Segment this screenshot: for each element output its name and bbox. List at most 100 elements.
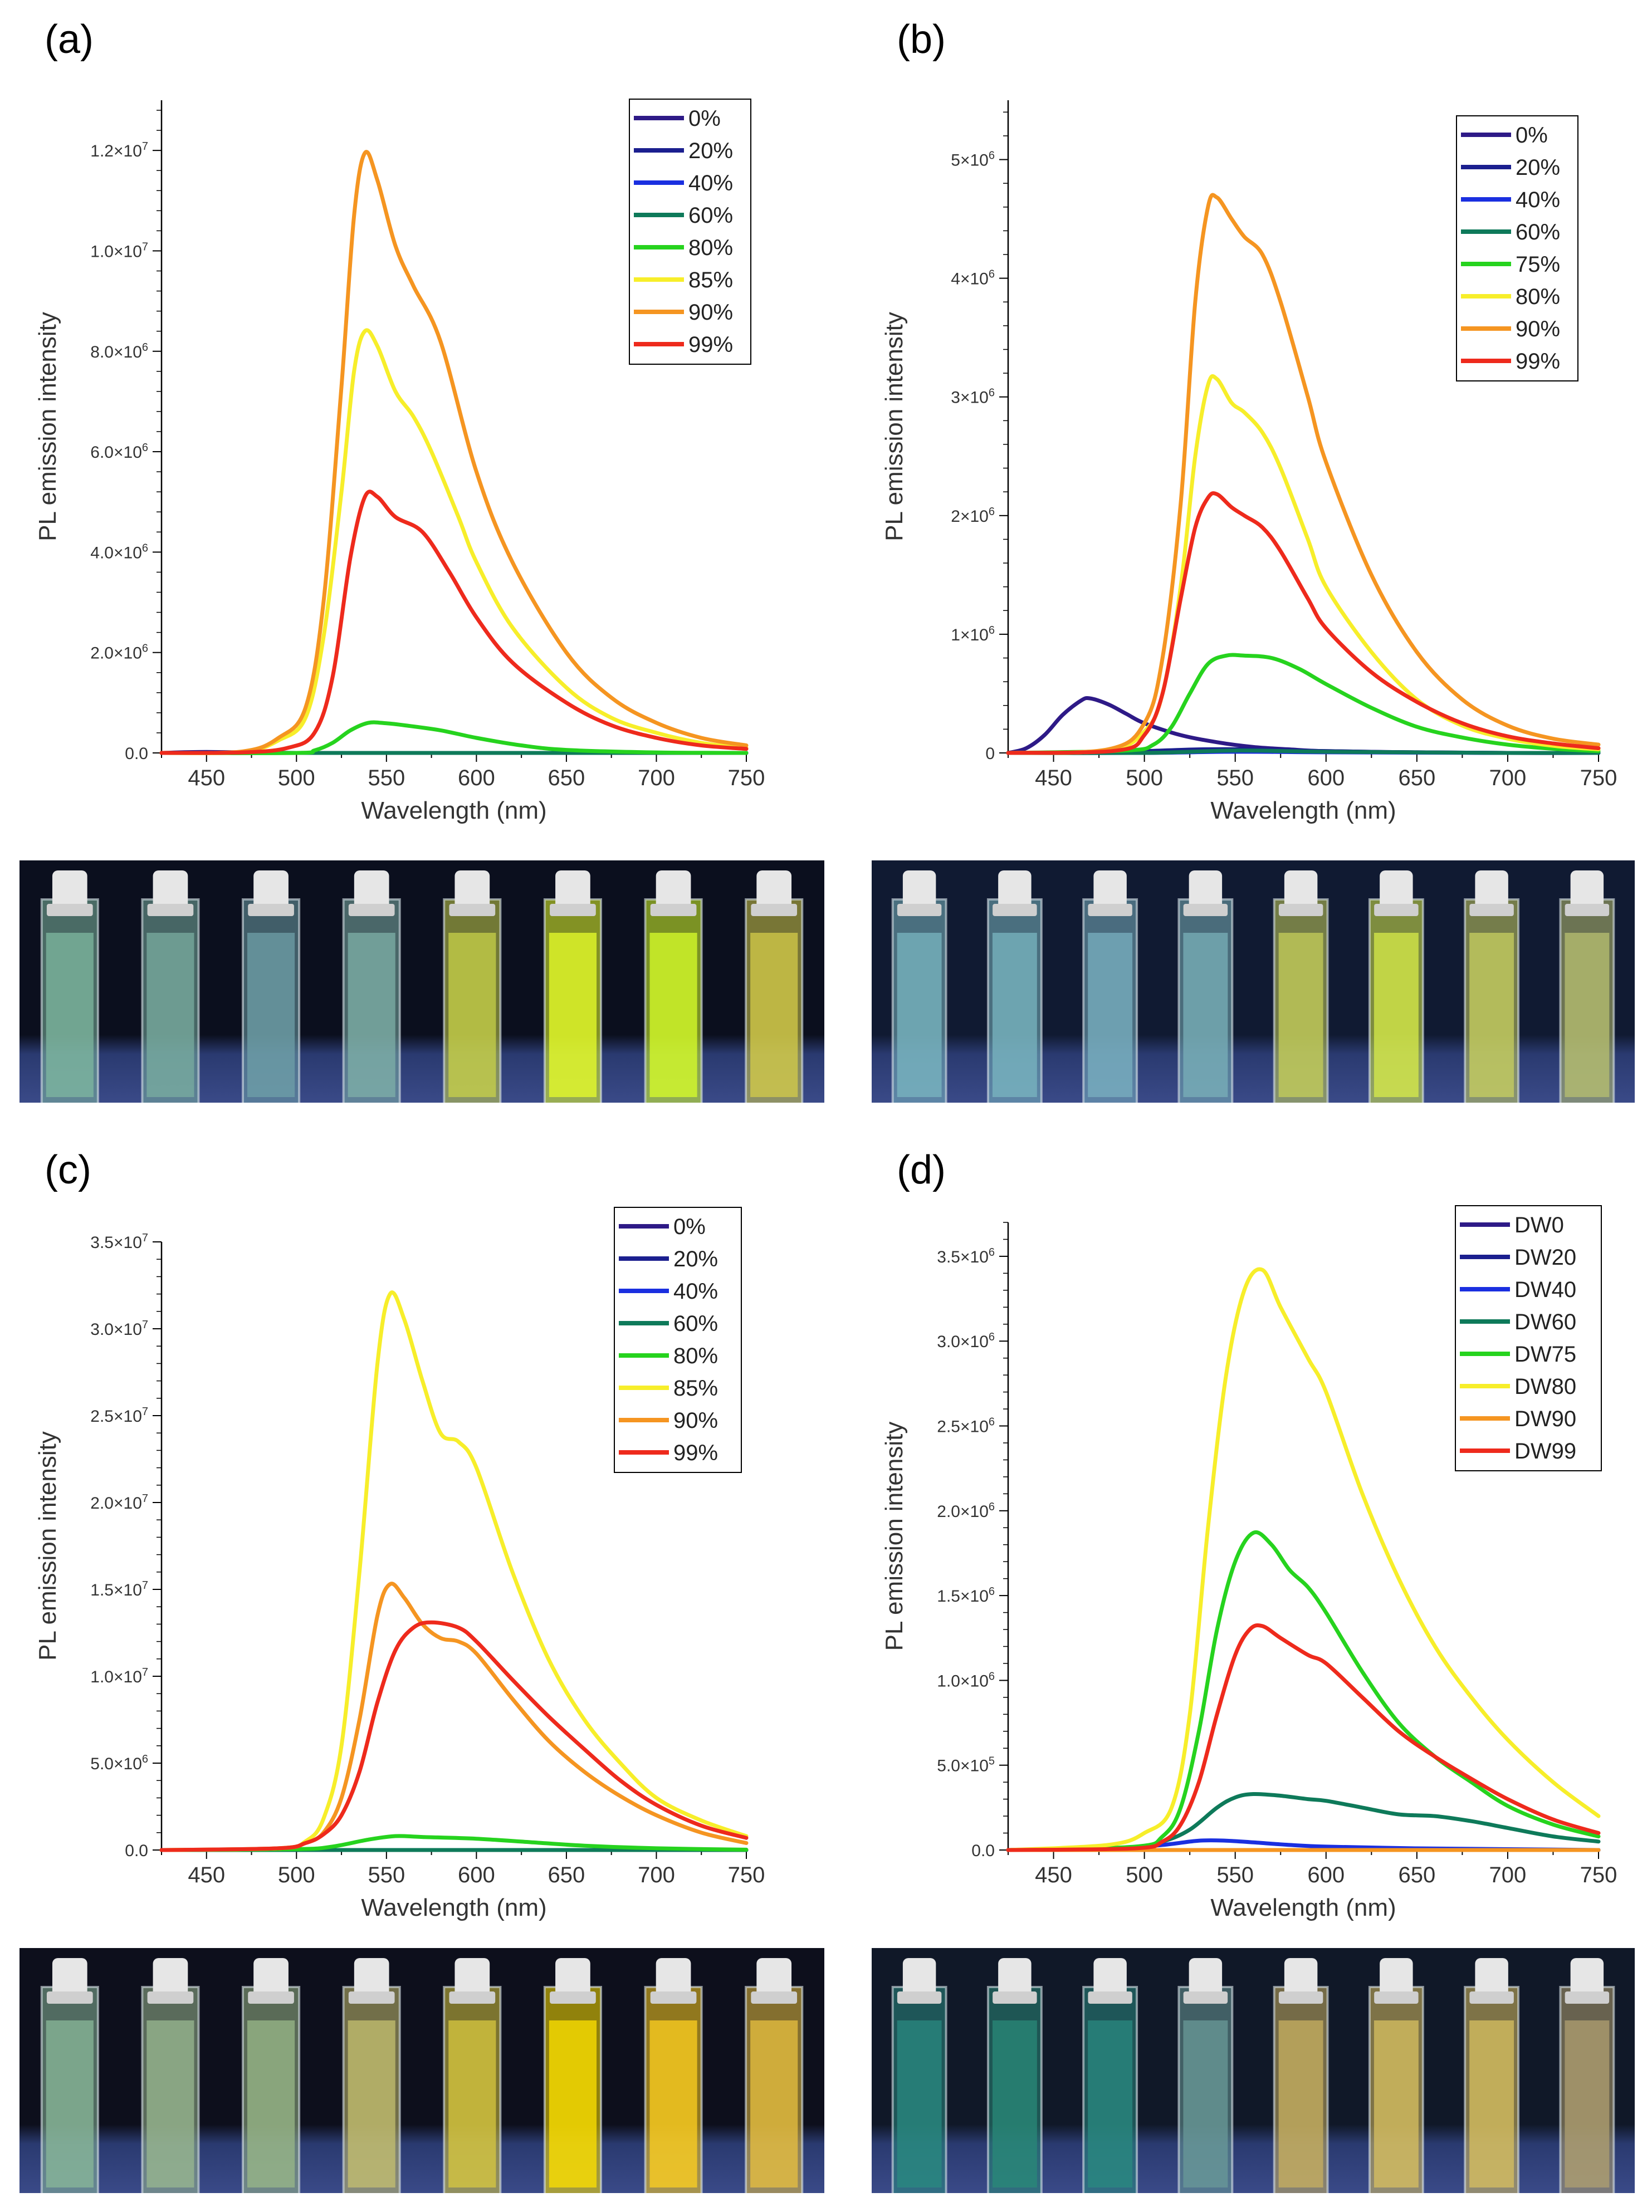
cuvette-cap-rim (1374, 1991, 1419, 2004)
cuvette-cap (1570, 870, 1604, 909)
legend-label: DW99 (1514, 1439, 1576, 1464)
x-tick-label: 750 (1580, 1863, 1617, 1887)
cuvette-cap (756, 870, 792, 909)
y-tick-exponent: 6 (989, 150, 995, 162)
series-line (159, 1620, 749, 1852)
photo-d (872, 1948, 1635, 2193)
y-tick-exponent: 6 (989, 1246, 995, 1259)
legend-label: 90% (1516, 317, 1560, 341)
panel-b: (b) 450 500 550 600 650 700 750 0 1×106 2×106 3×10… (872, 17, 1635, 1103)
legend-box (1456, 115, 1578, 381)
y-tick-exponent: 7 (142, 241, 148, 253)
legend-label: DW90 (1514, 1407, 1576, 1431)
cuvette-liquid (1088, 933, 1133, 1097)
x-tick-label: 550 (368, 766, 405, 790)
cuvette-cap (354, 1958, 389, 1997)
cuvette-cap (1380, 1958, 1413, 1997)
y-tick-label: 1.0×107 (90, 241, 148, 261)
x-tick-label: 550 (1216, 1863, 1254, 1887)
cuvette-liquid (750, 933, 798, 1097)
y-tick-exponent: 6 (142, 341, 148, 354)
cuvette-cap (1093, 1958, 1127, 1997)
cuvette-liquid (549, 2020, 597, 2187)
x-tick-label: 600 (1307, 1863, 1345, 1887)
y-tick-label: 8.0×106 (90, 341, 148, 361)
y-axis-title: PL emission intensity (34, 312, 61, 541)
legend-label: 85% (673, 1376, 718, 1401)
cuvette-cap-rim (550, 1991, 596, 2004)
panel-d: (d) 450 500 550 600 650 700 750 0.0 5.0×105 1.0×1… (872, 1148, 1635, 2193)
cuvette-cap (52, 1958, 87, 1997)
y-tick-label: 1.5×106 (937, 1585, 995, 1606)
y-tick-exponent: 6 (142, 542, 148, 554)
series-line (159, 328, 749, 755)
y-tick-exponent: 7 (142, 140, 148, 153)
y-tick-exponent: 6 (989, 624, 995, 637)
cuvette-cap-rim (993, 1991, 1037, 2004)
legend-label: 60% (673, 1311, 718, 1336)
y-tick-label: 0.0 (125, 745, 148, 763)
cuvette-cap-rim (248, 904, 294, 916)
chart-d: 450 500 550 600 650 700 750 0.0 5.0×105 1.0×106 1.… (881, 1205, 1617, 1921)
y-tick-label: 3×106 (951, 387, 995, 407)
legend-label: 90% (688, 300, 733, 325)
y-tick-label: 6.0×106 (90, 442, 148, 462)
y-tick-exponent: 7 (142, 1232, 148, 1244)
x-tick-label: 500 (278, 1863, 315, 1887)
cuvette-cap-rim (147, 1991, 194, 2004)
series-line (159, 150, 749, 755)
photo-background (872, 1948, 1635, 2193)
cuvette-cap (1284, 1958, 1318, 1997)
cuvette-cap (756, 1958, 792, 1997)
legend-label: 20% (688, 139, 733, 163)
legend-label: DW20 (1514, 1245, 1576, 1270)
cuvette-cap (1475, 1958, 1508, 1997)
photo-b (872, 860, 1635, 1103)
y-tick-label: 2.0×106 (90, 643, 148, 663)
x-tick-label: 650 (1398, 1863, 1435, 1887)
y-tick-label: 2.0×106 (937, 1501, 995, 1521)
photo-background (19, 860, 824, 1103)
panel-label-d: (d) (897, 1148, 946, 1192)
cuvette-cap (1189, 1958, 1223, 1997)
cuvette-cap (454, 1958, 490, 1997)
x-tick-label: 550 (1216, 766, 1254, 790)
legend-label: 99% (673, 1441, 718, 1465)
y-tick-label: 3.5×107 (90, 1232, 148, 1252)
y-tick-label: 5.0×105 (937, 1755, 995, 1775)
panel-label-b: (b) (897, 17, 946, 62)
cuvette-liquid (348, 933, 395, 1097)
legend-label: 80% (1516, 285, 1560, 309)
series-line (159, 1834, 749, 1852)
y-tick-label: 2.0×107 (90, 1492, 148, 1513)
y-tick-label: 1.2×107 (90, 140, 148, 160)
y-tick-exponent: 7 (142, 1319, 148, 1331)
y-tick-exponent: 6 (989, 1331, 995, 1343)
x-tick-label: 700 (1489, 766, 1527, 790)
cuvette-liquid (1088, 2020, 1133, 2187)
legend-label: DW0 (1514, 1213, 1564, 1237)
y-tick-exponent: 6 (142, 442, 148, 454)
cuvette-cap-rim (650, 904, 697, 916)
cuvette-cap (998, 1958, 1032, 1997)
cuvette-liquid (46, 933, 94, 1097)
y-tick-label: 2×106 (951, 506, 995, 526)
photo-c (19, 1948, 824, 2193)
y-tick-exponent: 6 (989, 1670, 995, 1682)
series-line (159, 490, 749, 755)
legend-label: 60% (688, 203, 733, 228)
cuvette-cap (1189, 870, 1223, 909)
series-line (1006, 1623, 1601, 1852)
x-tick-label: 700 (638, 766, 675, 790)
series-line (159, 720, 749, 755)
y-tick-label: 1×106 (951, 624, 995, 644)
cuvette-liquid (247, 2020, 295, 2187)
x-tick-label: 750 (728, 766, 765, 790)
y-tick-label: 1.0×107 (90, 1666, 148, 1686)
x-tick-label: 500 (1126, 766, 1163, 790)
x-axis-title: Wavelength (nm) (361, 797, 546, 824)
cuvette-cap-rim (897, 1991, 942, 2004)
series-line (1006, 1267, 1601, 1852)
legend-label: 20% (673, 1247, 718, 1271)
